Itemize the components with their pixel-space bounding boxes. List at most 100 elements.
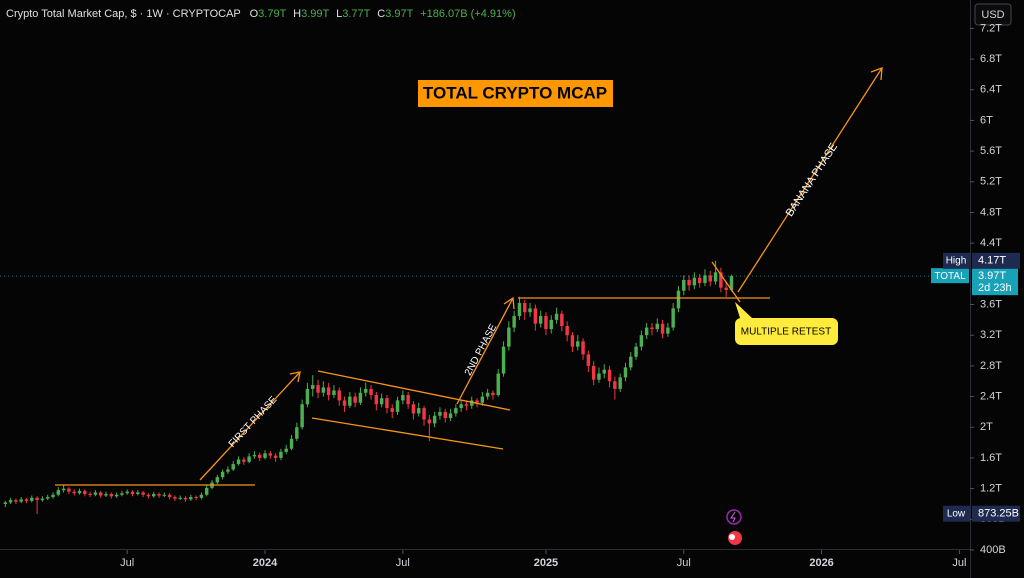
candle-body (104, 493, 108, 496)
arrow-head (503, 296, 515, 310)
high-value-box (972, 252, 1020, 269)
candle-body (199, 494, 204, 498)
candle-body (316, 385, 320, 393)
candle-body (178, 497, 182, 499)
candle-body (639, 335, 644, 347)
y-tick-label: 5.6T (980, 145, 1002, 157)
currency[interactable]: USD (981, 9, 1004, 21)
plot-area (3, 260, 734, 514)
candle-body (242, 459, 246, 462)
candle-body (655, 323, 659, 330)
header-c: C (377, 8, 385, 20)
candle-body (629, 356, 633, 368)
candle-body (676, 290, 681, 309)
candle-body (162, 494, 167, 496)
candle-body (411, 404, 416, 414)
candle-body (475, 400, 479, 403)
candle-body (613, 381, 617, 389)
candle-body (549, 319, 553, 330)
drawings (55, 67, 883, 486)
candle-body (454, 408, 458, 414)
candle-body (713, 272, 718, 282)
y-tick-label: 3.2T (980, 329, 1002, 341)
candle-body (427, 419, 432, 424)
candle-body (19, 499, 23, 502)
header-close: 3.97T (385, 8, 413, 20)
candle-body (480, 396, 485, 403)
candle-body (326, 387, 331, 396)
candle-body (146, 494, 151, 497)
candle-body (538, 316, 543, 324)
header-open: 3.79T (258, 8, 286, 20)
banana-arrow (737, 67, 883, 293)
last-label: TOTAL (934, 271, 966, 282)
candle-body (173, 497, 177, 499)
candle-body (560, 313, 564, 327)
candle-body (517, 302, 522, 317)
arrow-head (289, 371, 301, 383)
candle-body (114, 494, 119, 497)
retest-line (711, 261, 741, 303)
channel-upper (317, 370, 511, 411)
candle-body (379, 398, 384, 405)
candle-body (443, 411, 447, 419)
callout-pointer (735, 302, 752, 318)
candle-body (77, 490, 82, 494)
y-tick-label: 400B (980, 544, 1006, 556)
candle-body (623, 367, 628, 378)
y-tick-label: 1.2T (980, 483, 1002, 495)
candle-body (496, 373, 500, 396)
candle-body (30, 497, 34, 501)
candle-body (544, 316, 548, 330)
candle-body (157, 493, 161, 496)
candle-body (374, 395, 379, 405)
x-tick-label: Jul (952, 557, 966, 569)
y-tick-label: 1.6T (980, 452, 1002, 464)
low-label-box (943, 505, 970, 522)
candle-body (332, 390, 336, 396)
candle-body (507, 327, 511, 347)
header: Crypto Total Market Cap, $ · 1W · CRYPTO… (6, 8, 516, 20)
chart-title: TOTAL CRYPTO MCAP (423, 83, 607, 102)
x-tick-label: 2025 (534, 557, 558, 569)
candle-body (279, 451, 283, 458)
candle-body (263, 453, 267, 458)
y-tick-label: 6.4T (980, 84, 1002, 96)
first-phase-arrow (199, 371, 301, 481)
high-value: 4.17T (978, 255, 1006, 267)
y-tick-label: 2T (980, 421, 993, 433)
candle-body (565, 326, 569, 336)
candle-body (194, 497, 198, 499)
candle-body (724, 287, 728, 290)
candle-body (167, 494, 172, 498)
candle-body (464, 404, 469, 406)
candle-body (395, 400, 400, 412)
candle-body (422, 408, 426, 420)
candle-body (258, 454, 262, 458)
candle-body (130, 491, 135, 494)
candle-body (141, 492, 145, 495)
x-tick-label: Jul (677, 557, 691, 569)
header-high: 3.99T (301, 8, 329, 20)
candle-body (204, 487, 209, 495)
arrow-head (870, 67, 883, 81)
candle-body (120, 493, 124, 495)
candle-body (151, 493, 156, 497)
candle-body (650, 327, 654, 330)
currency-button[interactable] (974, 3, 1012, 26)
candle-body (591, 365, 596, 380)
y-tick-label: 6.8T (980, 53, 1002, 65)
candle-body (671, 308, 675, 328)
event-icon[interactable] (726, 509, 742, 525)
low-value-box (972, 505, 1020, 522)
candle-body (417, 408, 421, 414)
y-tick-label: 6T (980, 114, 993, 126)
candle-body (3, 502, 8, 504)
candle-body (644, 327, 649, 336)
high-label-box (943, 252, 970, 269)
candle-body (618, 377, 622, 389)
candle-body (231, 464, 235, 470)
candle-body (40, 498, 45, 501)
y-tick-label: 5.2T (980, 176, 1002, 188)
candle-body (602, 369, 606, 374)
